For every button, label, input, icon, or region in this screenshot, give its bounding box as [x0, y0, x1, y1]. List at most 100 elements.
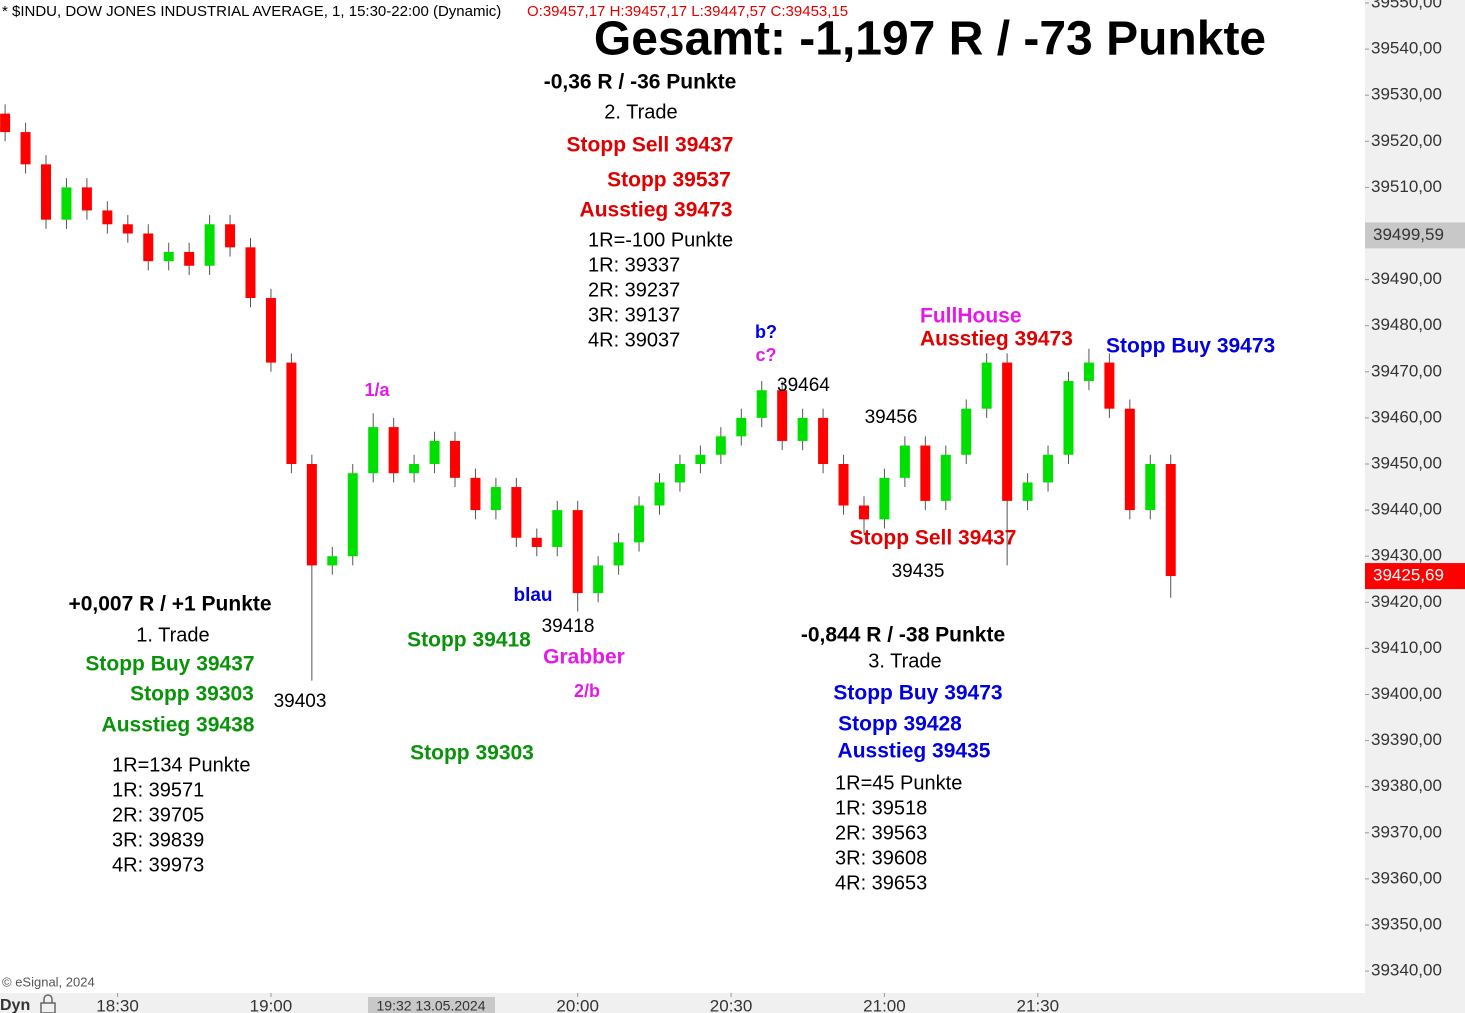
y-tick-label: 39510,00 [1371, 177, 1442, 196]
candle-body [163, 251, 174, 262]
annotation: Stopp Sell 39437 [850, 527, 1017, 550]
candle-body [695, 454, 706, 464]
annotation: 39403 [274, 691, 327, 712]
candle-body [1043, 454, 1054, 483]
price-marker-label: 39425,69 [1373, 566, 1444, 585]
candle-body [347, 473, 358, 557]
candle-body [797, 417, 808, 441]
candle-body [552, 510, 563, 547]
candle-body [204, 224, 215, 266]
annotation: 39464 [777, 375, 830, 396]
annotation: Stopp Buy 39473 [833, 682, 1002, 705]
annotation: blau [513, 585, 552, 606]
annotation: 4R: 39973 [112, 854, 204, 876]
annotation: Stopp 39428 [838, 713, 962, 736]
y-tick-label: 39480,00 [1371, 315, 1442, 334]
annotation: 3R: 39608 [835, 847, 927, 869]
annotation: 1/a [364, 380, 390, 400]
annotation: Ausstieg 39438 [102, 714, 255, 737]
y-tick-label: 39370,00 [1371, 822, 1442, 841]
x-tick-label: 20:00 [556, 996, 599, 1013]
candle-body [777, 390, 788, 441]
candle-body [634, 505, 645, 543]
candle-body [409, 463, 420, 474]
candle-body [1022, 482, 1033, 501]
annotation: Stopp 39537 [607, 169, 731, 192]
annotation: 1R: 39518 [835, 797, 927, 819]
candle-body [368, 427, 379, 474]
candle-body [674, 463, 685, 483]
candle-body [838, 463, 849, 506]
candle-body [61, 187, 72, 220]
annotation: 4R: 39653 [835, 872, 927, 894]
annotation: 2/b [574, 681, 600, 701]
price-marker-label: 39499,59 [1373, 225, 1444, 244]
candle-body [122, 224, 133, 234]
footer: © eSignal, 2024 [2, 974, 95, 989]
y-tick-label: 39460,00 [1371, 407, 1442, 426]
y-tick-label: 39380,00 [1371, 776, 1442, 795]
annotation: Grabber [543, 646, 625, 669]
annotation: 39435 [892, 561, 945, 582]
lock-icon [40, 994, 56, 1013]
annotation: FullHouse [920, 305, 1022, 328]
candle-body [102, 210, 113, 225]
annotation: 1R: 39571 [112, 779, 204, 801]
annotation: 1R=-100 Punkte [588, 229, 733, 251]
annotation: Ausstieg 39473 [920, 328, 1073, 351]
x-tick-label: 18:30 [96, 996, 139, 1013]
candle-body [225, 224, 236, 248]
y-tick-label: 39540,00 [1371, 39, 1442, 58]
candle-body [265, 298, 276, 363]
candle-body [920, 445, 931, 501]
corner-label: Dyn [0, 997, 30, 1013]
annotation: b? [755, 322, 777, 342]
y-tick-label: 39350,00 [1371, 914, 1442, 933]
candle-body [756, 390, 767, 418]
x-tick-label: 19:00 [250, 996, 293, 1013]
x-tick-label: 21:00 [863, 996, 906, 1013]
y-tick-label: 39490,00 [1371, 269, 1442, 288]
candle-body [613, 542, 624, 566]
annotation: Stopp 39418 [407, 629, 531, 652]
y-tick-label: 39450,00 [1371, 453, 1442, 472]
header-ohlc: O:39457,17 H:39457,17 L:39447,57 C:39453… [527, 3, 848, 20]
annotation: Stopp 39303 [130, 683, 254, 706]
candle-body [981, 362, 992, 409]
candle-body [858, 505, 869, 520]
candle-body [143, 233, 154, 262]
candle-body [736, 417, 747, 437]
price-marker-box [1365, 222, 1465, 249]
y-tick-label: 39400,00 [1371, 684, 1442, 703]
candle-body [286, 362, 297, 464]
y-tick-label: 39440,00 [1371, 500, 1442, 519]
annotation: 4R: 39037 [588, 329, 680, 351]
annotation: 2. Trade [604, 101, 677, 123]
y-tick-label: 39340,00 [1371, 961, 1442, 980]
candle-body [715, 436, 726, 455]
candle-body [1104, 362, 1115, 409]
candle-body [511, 487, 522, 538]
y-tick-label: 39520,00 [1371, 131, 1442, 150]
annotation: 1R=134 Punkte [112, 754, 250, 776]
annotation: 1R: 39337 [588, 254, 680, 276]
candle-body [184, 251, 195, 266]
y-tick-label: 39550,00 [1371, 0, 1442, 11]
candle-body [20, 132, 31, 165]
y-tick-label: 39390,00 [1371, 730, 1442, 749]
candle-body [572, 510, 583, 594]
candle-body [470, 477, 481, 511]
candle-body [245, 247, 256, 299]
annotation: 1. Trade [136, 624, 209, 646]
candle-body [899, 445, 910, 478]
candle-body [961, 408, 972, 455]
annotation: 2R: 39237 [588, 279, 680, 301]
cursor-label-box [368, 997, 495, 1013]
candle-body [388, 427, 399, 474]
candle-body [531, 537, 542, 547]
annotation: Stopp 39303 [410, 742, 534, 765]
annotation: -0,844 R / -38 Punkte [801, 624, 1005, 647]
candle-body [490, 487, 501, 511]
